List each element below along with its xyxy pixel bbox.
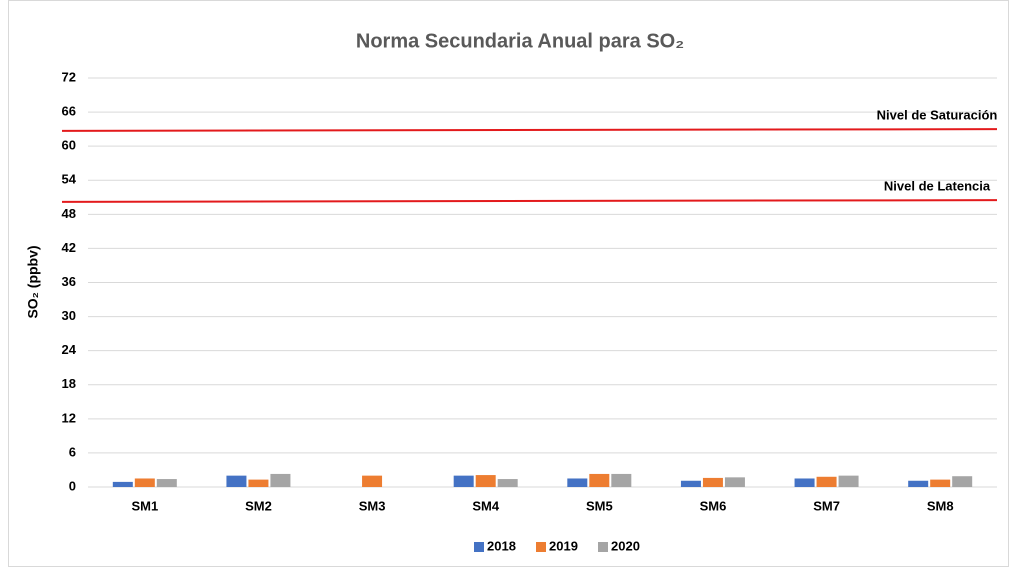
y-tick-label: 6 (69, 444, 76, 459)
bar (497, 479, 518, 487)
bar (567, 478, 588, 487)
bar (908, 480, 929, 487)
legend-label: 2018 (487, 538, 516, 553)
bar (270, 473, 291, 487)
y-tick-label: 30 (62, 308, 76, 323)
bar (724, 477, 745, 487)
bar (134, 478, 155, 487)
x-tick-label: SM8 (927, 498, 954, 513)
bar (816, 476, 837, 487)
bar (611, 473, 632, 487)
reference-line-label: Nivel de Saturación (877, 108, 998, 123)
y-tick-label: 66 (62, 104, 76, 119)
y-tick-label: 60 (62, 138, 76, 153)
x-tick-label: SM4 (472, 498, 500, 513)
legend-swatch (474, 542, 484, 552)
y-tick-label: 48 (62, 206, 76, 221)
y-tick-label: 24 (62, 342, 77, 357)
y-tick-label: 0 (69, 478, 76, 493)
legend-label: 2020 (611, 538, 640, 553)
x-tick-label: SM6 (700, 498, 727, 513)
x-tick-label: SM3 (359, 498, 386, 513)
y-axis-label: SO₂ (ppbv) (25, 245, 41, 318)
bar (112, 481, 133, 487)
legend-swatch (598, 542, 608, 552)
y-tick-label: 42 (62, 240, 76, 255)
bar (453, 475, 474, 487)
chart-frame (8, 0, 1009, 567)
bar (589, 473, 610, 487)
legend-swatch (536, 542, 546, 552)
bar (794, 478, 815, 487)
reference-line (61, 199, 998, 203)
bar (680, 480, 701, 487)
bar (226, 475, 247, 487)
y-tick-label: 72 (62, 69, 76, 84)
bar (156, 479, 177, 487)
y-tick-label: 36 (62, 274, 76, 289)
legend-label: 2019 (549, 538, 578, 553)
bar (248, 479, 269, 487)
bar (475, 475, 496, 487)
y-tick-label: 12 (62, 410, 76, 425)
y-tick-label: 18 (62, 376, 76, 391)
bar (952, 476, 973, 487)
bar (702, 477, 723, 487)
x-tick-label: SM7 (813, 498, 840, 513)
x-tick-label: SM2 (245, 498, 272, 513)
reference-line (61, 128, 998, 132)
reference-line-label: Nivel de Latencia (884, 179, 991, 194)
y-tick-label: 54 (62, 172, 77, 187)
chart-title: Norma Secundaria Anual para SO₂ (356, 30, 684, 52)
bar (930, 479, 951, 487)
bar (838, 475, 859, 487)
x-tick-label: SM5 (586, 498, 613, 513)
bar (362, 475, 383, 487)
x-tick-label: SM1 (131, 498, 158, 513)
